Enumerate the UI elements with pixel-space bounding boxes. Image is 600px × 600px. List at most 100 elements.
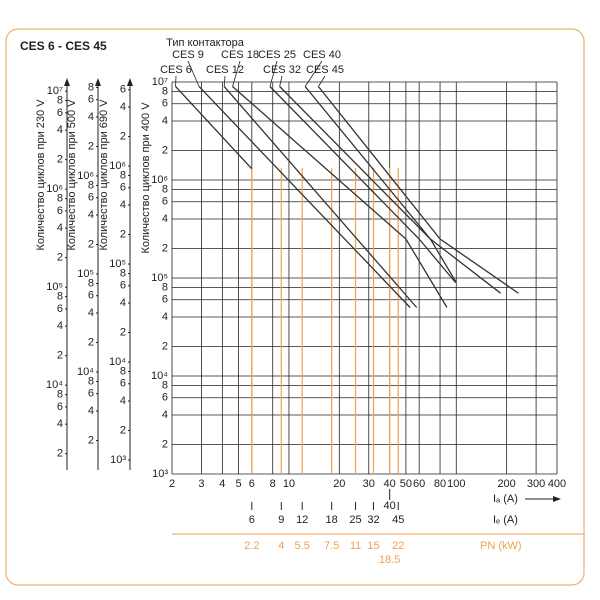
x-tick-label: 300 xyxy=(527,478,545,490)
y-tick-label: 6 xyxy=(57,303,63,315)
leader-line xyxy=(269,60,278,87)
y-tick-label: 2 xyxy=(120,130,126,142)
ie-label: 45 xyxy=(392,514,404,526)
leader-line xyxy=(232,60,241,87)
y-tick-label: 4 xyxy=(57,124,63,136)
y-tick-label: 10⁶ xyxy=(151,174,168,186)
x-tick-label: 40 xyxy=(384,478,396,490)
axis-arrow xyxy=(95,78,101,86)
card xyxy=(5,28,585,586)
heading: CES 6 - CES 45 xyxy=(20,39,107,53)
y-tick-label: 6 xyxy=(162,392,168,404)
legend-title: Тип контактора xyxy=(166,37,245,49)
y-tick-label: 10³ xyxy=(152,468,168,480)
series-line xyxy=(175,86,253,170)
y-tick-label: 4 xyxy=(120,199,126,211)
y-tick-label: 2 xyxy=(162,242,168,254)
x-tick-label: 100 xyxy=(447,478,465,490)
ie-label: 6 xyxy=(249,514,255,526)
y-tick-label: 8 xyxy=(120,169,126,181)
y-tick-label: 10⁷ xyxy=(47,85,63,97)
x-tick-label: 3 xyxy=(198,478,204,490)
pn-label: 22 xyxy=(392,540,404,552)
y-tick-label: 6 xyxy=(57,107,63,119)
series-line xyxy=(223,86,418,308)
y-tick-label: 6 xyxy=(120,280,126,292)
y-tick-label: 10⁵ xyxy=(77,268,94,280)
series-label: CES 12 xyxy=(206,64,244,76)
x-tick-label: 50 xyxy=(400,478,412,490)
y-axis-title: Количество циклов при 500 V xyxy=(66,99,78,251)
y-tick-label: 6 xyxy=(57,401,63,413)
y-axis-title: Количество циклов при 690 V xyxy=(98,99,110,251)
x-tick-label: 200 xyxy=(497,478,515,490)
y-tick-label: 10⁵ xyxy=(109,258,126,270)
pn-title: PN (kW) xyxy=(480,540,522,552)
x-tick-label: 6 xyxy=(249,478,255,490)
series-label: CES 40 xyxy=(303,49,341,61)
y-tick-label: 2 xyxy=(120,228,126,240)
y-tick-label: 8 xyxy=(162,379,168,391)
y-tick-label: 8 xyxy=(120,365,126,377)
y-tick-label: 4 xyxy=(88,405,94,417)
y-tick-label: 6 xyxy=(88,290,94,302)
series-line xyxy=(317,86,519,294)
y-tick-label: 8 xyxy=(57,291,63,303)
y-tick-label: 4 xyxy=(88,209,94,221)
pn-label: 7.5 xyxy=(324,540,339,552)
y-tick-label: 8 xyxy=(57,95,63,107)
y-tick-label: 10⁵ xyxy=(151,272,168,284)
leader-line xyxy=(279,75,283,87)
y-tick-label: 6 xyxy=(162,98,168,110)
y-tick-label: 4 xyxy=(162,115,168,127)
series-line xyxy=(304,86,501,294)
y-tick-label: 6 xyxy=(120,378,126,390)
y-tick-label: 8 xyxy=(162,85,168,97)
y-tick-label: 2 xyxy=(162,438,168,450)
y-tick-label: 2 xyxy=(162,144,168,156)
leader-line xyxy=(318,75,326,87)
axis-arrow xyxy=(64,78,70,86)
y-tick-label: 2 xyxy=(57,350,63,362)
series-label: CES 32 xyxy=(263,64,301,76)
y-tick-label: 4 xyxy=(162,311,168,323)
y-tick-label: 4 xyxy=(57,418,63,430)
y-tick-label: 8 xyxy=(162,281,168,293)
ie-label: 18 xyxy=(326,514,338,526)
y-tick-label: 2 xyxy=(57,448,63,460)
y-axis-title: Количество циклов при 230 V xyxy=(35,99,47,251)
y-tick-label: 2 xyxy=(88,140,94,152)
x-axis-title: Iₐ (A) xyxy=(493,493,518,505)
axis-arrow xyxy=(127,78,133,86)
y-tick-label: 10⁵ xyxy=(46,281,63,293)
series-line xyxy=(269,86,457,283)
x-tick-label: 5 xyxy=(236,478,242,490)
y-tick-label: 4 xyxy=(120,101,126,113)
series-label: CES 45 xyxy=(306,64,344,76)
y-tick-label: 10⁶ xyxy=(77,170,94,182)
y-tick-label: 4 xyxy=(120,395,126,407)
x-tick-label: 60 xyxy=(413,478,425,490)
ie-label: 40 xyxy=(384,500,396,512)
pn-label: 11 xyxy=(350,540,361,552)
series-line xyxy=(279,86,457,283)
leader-line xyxy=(304,60,323,87)
y-axis-title: Количество циклов при 400 V xyxy=(140,102,152,254)
series-line xyxy=(198,86,411,308)
y-tick-label: 4 xyxy=(88,111,94,123)
x-tick-label: 400 xyxy=(548,478,566,490)
y-tick-label: 6 xyxy=(57,205,63,217)
series-label: CES 18 xyxy=(221,49,259,61)
y-tick-label: 2 xyxy=(88,238,94,250)
y-tick-label: 8 xyxy=(57,193,63,205)
y-tick-label: 10⁶ xyxy=(46,183,63,195)
y-tick-label: 2 xyxy=(162,340,168,352)
y-tick-label: 10³ xyxy=(110,454,126,466)
pn-label: 4 xyxy=(278,540,284,552)
ie-label: 12 xyxy=(296,514,308,526)
y-tick-label: 4 xyxy=(162,213,168,225)
series-label: CES 25 xyxy=(258,49,296,61)
ie-label: 32 xyxy=(367,514,379,526)
x-arrow-head xyxy=(553,496,561,502)
